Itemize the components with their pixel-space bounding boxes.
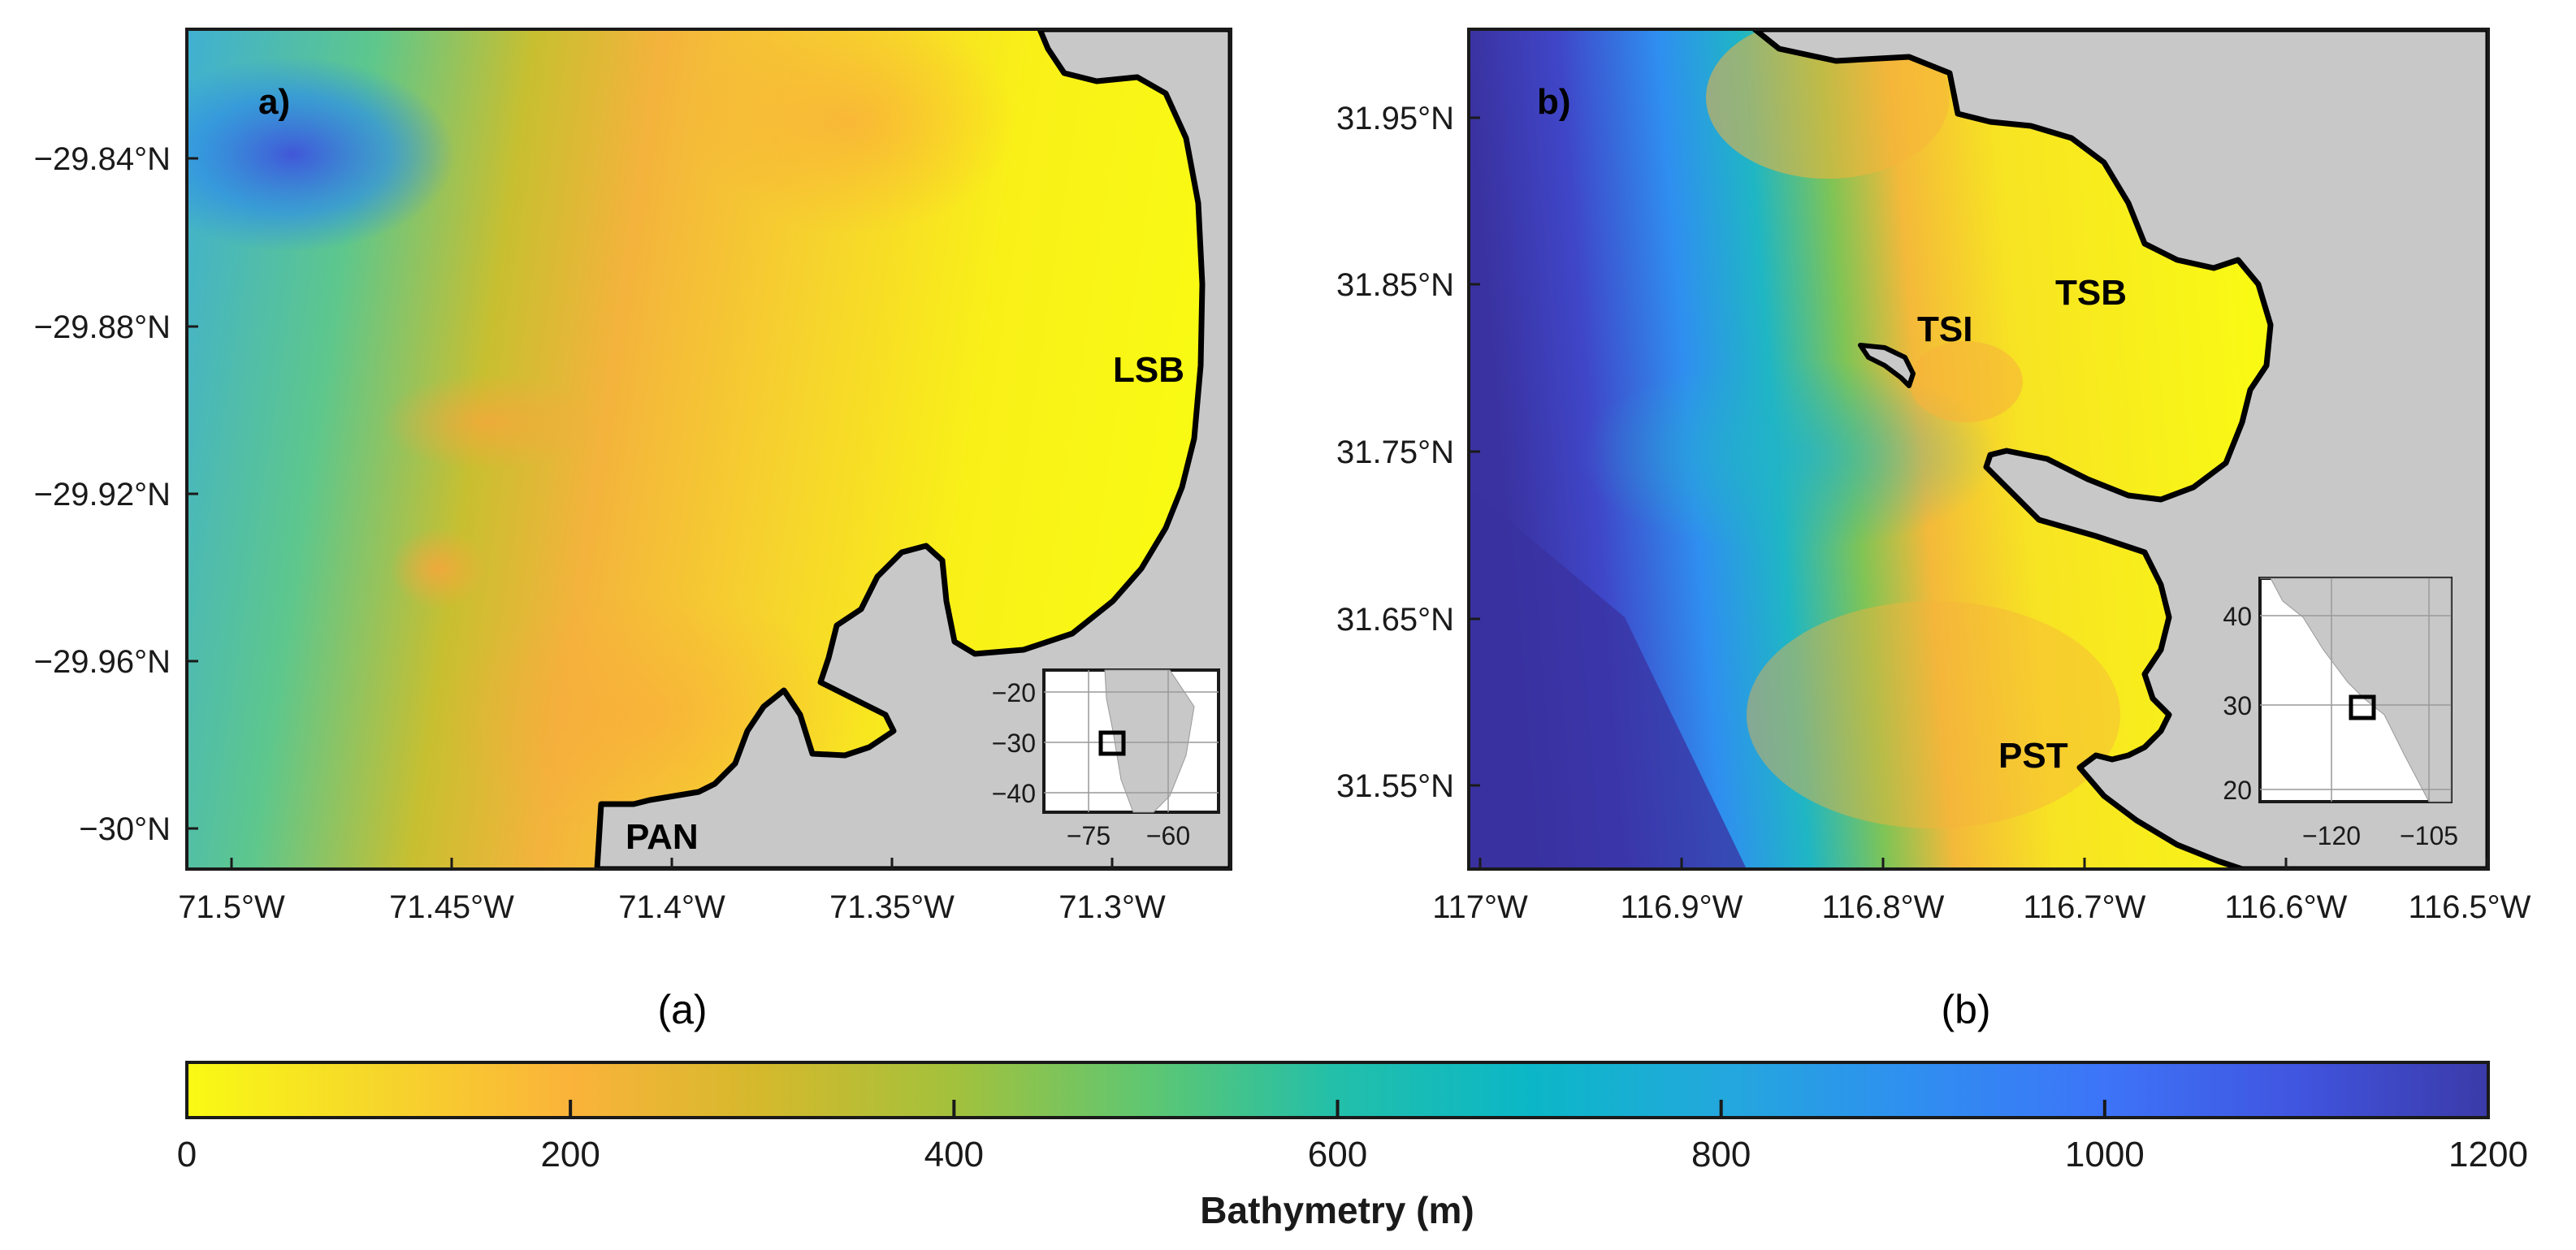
deep-trench-b <box>1469 487 1747 869</box>
panel-b-caption: (b) <box>1941 987 1990 1032</box>
lat-tick-label: −29.96°N <box>34 644 171 680</box>
inset-x-tick: −105 <box>2400 821 2458 850</box>
lat-tick-label: 31.55°N <box>1336 768 1454 804</box>
place-label-pst: PST <box>1998 736 2068 776</box>
place-label-tsi: TSI <box>1917 309 1972 349</box>
panel-a-label: a) <box>258 82 290 122</box>
lon-tick-label: 116.6°W <box>2225 889 2348 925</box>
lon-tick-label: 71.5°W <box>178 889 285 925</box>
lon-tick-label: 71.45°W <box>389 889 514 925</box>
land-a <box>594 29 1231 869</box>
lat-tick-label: −29.88°N <box>34 309 171 345</box>
panel-b-lon-axis: 117°W 116.9°W 116.8°W 116.7°W 116.6°W 11… <box>1432 858 2531 925</box>
orange-patch-b2 <box>1747 601 2120 828</box>
colorbar-tick-label: 200 <box>540 1135 600 1174</box>
inset-y-tick: −20 <box>992 678 1036 707</box>
inset-x-tick: −60 <box>1146 821 1190 850</box>
inset-y-tick: −40 <box>992 779 1036 808</box>
colorbar-tick-label: 800 <box>1691 1135 1751 1174</box>
panel-a-lon-axis: 71.5°W 71.45°W 71.4°W 71.35°W 71.3°W <box>178 858 1166 925</box>
inset-land <box>1104 669 1195 813</box>
lon-tick-label: 117°W <box>1432 889 1528 925</box>
inset-map-b: 40 30 20 −120 −105 <box>2223 577 2458 850</box>
colorbar-title: Bathymetry (m) <box>1200 1189 1474 1231</box>
orange-spot-a <box>390 528 487 609</box>
colorbar: 0 200 400 600 800 1000 1200 Bathymetry (m) <box>177 1061 2528 1231</box>
colorbar-tick-label: 1000 <box>2065 1135 2145 1174</box>
lat-tick-label: −30°N <box>79 811 171 847</box>
colorbar-tick-label: 600 <box>1308 1135 1367 1174</box>
lon-tick-label: 116.8°W <box>1822 889 1945 925</box>
lon-tick-label: 116.5°W <box>2409 889 2531 925</box>
inset-y-tick: −30 <box>992 729 1036 758</box>
inset-x-tick: −120 <box>2302 821 2361 850</box>
panel-a-caption: (a) <box>657 987 707 1032</box>
panel-a-lat-axis: −29.84°N −29.88°N −29.92°N −29.96°N −30°… <box>34 141 198 847</box>
colorbar-ticks: 0 200 400 600 800 1000 1200 <box>177 1100 2528 1174</box>
orange-patch-a2 <box>691 29 1015 236</box>
orange-patch-b <box>1706 29 1950 179</box>
island-tsi <box>1858 343 1916 388</box>
inset-x-tick: −75 <box>1067 821 1110 850</box>
lat-tick-label: 31.85°N <box>1336 267 1454 303</box>
channel-b <box>1576 357 1998 552</box>
lat-tick-label: 31.65°N <box>1336 602 1454 638</box>
inset-location-box <box>1098 730 1126 756</box>
place-label-lsb: LSB <box>1113 350 1184 390</box>
lat-tick-label: 31.75°N <box>1336 435 1454 470</box>
lon-tick-label: 71.4°W <box>618 889 725 925</box>
colorbar-tick-label: 1200 <box>2448 1135 2528 1174</box>
panel-b: b) TSI TSB PST 31.95°N 31.85°N 31.75°N 3… <box>1336 28 2531 1032</box>
lat-tick-label: −29.84°N <box>34 141 171 177</box>
place-label-pan: PAN <box>626 817 699 857</box>
panel-b-label: b) <box>1537 82 1571 122</box>
lat-tick-label: −29.92°N <box>34 477 171 513</box>
lon-tick-label: 71.3°W <box>1059 889 1166 925</box>
inset-map-a: −20 −30 −40 −75 −60 <box>992 668 1220 850</box>
inset-location-box <box>2349 694 2376 720</box>
lat-tick-label: 31.95°N <box>1336 101 1454 136</box>
inset-y-tick: 30 <box>2223 691 2252 720</box>
lon-tick-label: 71.35°W <box>829 889 955 925</box>
panel-b-frame <box>1467 28 2490 871</box>
panel-a-map <box>187 29 1231 869</box>
place-label-tsb: TSB <box>2055 273 2127 313</box>
panel-a-frame <box>185 28 1232 871</box>
lon-tick-label: 116.7°W <box>2024 889 2146 925</box>
colorbar-tick-label: 0 <box>177 1135 197 1174</box>
inset-y-tick: 20 <box>2223 776 2252 805</box>
orange-patch-a <box>382 374 593 471</box>
deep-basin-a <box>187 57 455 252</box>
orange-spot-b <box>1909 341 2023 422</box>
inset-y-tick: 40 <box>2223 602 2252 631</box>
colorbar-tick-label: 400 <box>924 1135 984 1174</box>
lon-tick-label: 116.9°W <box>1621 889 1743 925</box>
panel-b-lat-axis: 31.95°N 31.85°N 31.75°N 31.65°N 31.55°N <box>1336 101 1480 804</box>
panel-a: a) LSB PAN −29.84°N −29.88°N −29.92°N −2… <box>34 28 1232 1032</box>
